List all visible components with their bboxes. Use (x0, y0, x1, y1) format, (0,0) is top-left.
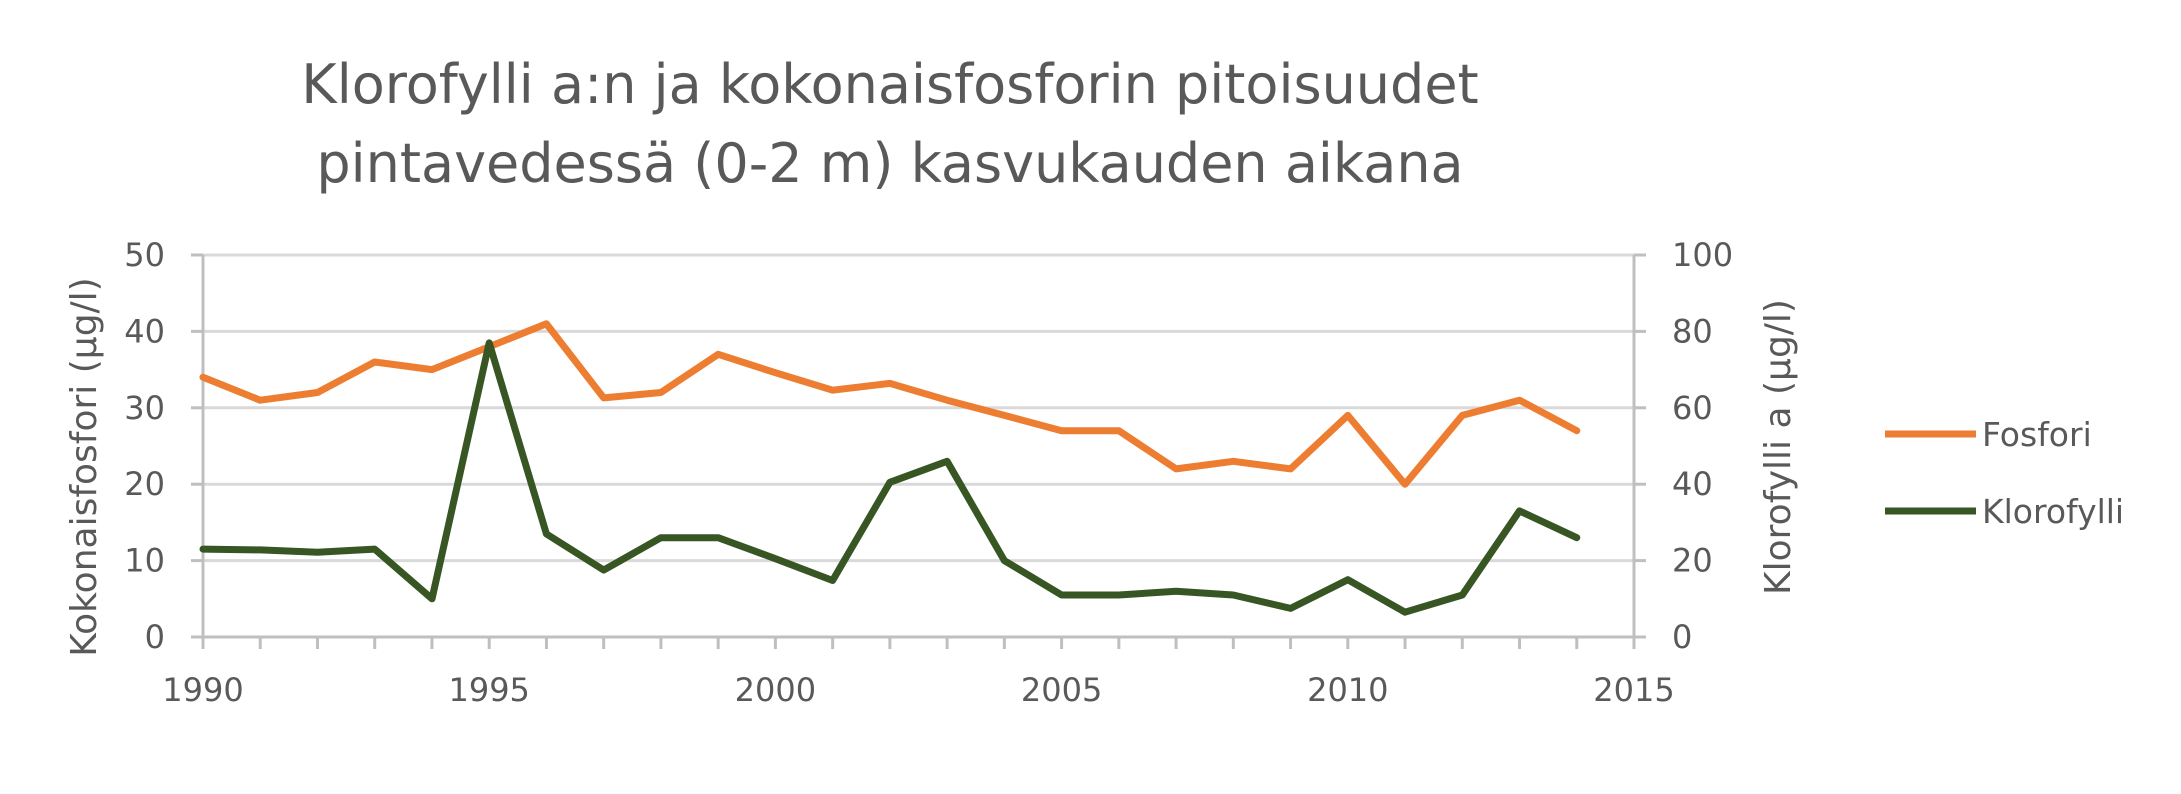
x-tick-label: 1995 (448, 671, 529, 709)
x-tick-label: 2015 (1593, 671, 1674, 709)
x-tick-label: 2000 (735, 671, 816, 709)
series (199, 320, 1581, 616)
legend: Fosfori Klorofylli (1885, 415, 2124, 531)
y-tick-label-left: 30 (124, 389, 165, 427)
y-tick-label-right: 100 (1672, 236, 1733, 274)
y-tick-label-left: 20 (124, 465, 165, 503)
series-line-fosfori (199, 320, 1581, 488)
tick-labels: 0 10 20 30 40 50 0 20 40 60 80 100 1990 1995 2000 2005 2… (124, 236, 1733, 709)
y-axis-label-left: Kokonaisfosfori (µg/l) (64, 277, 105, 656)
y-tick-label-right: 80 (1672, 312, 1713, 350)
series-line-klorofylli (199, 339, 1581, 616)
y-tick-label-right: 60 (1672, 389, 1713, 427)
y-tick-label-right: 0 (1672, 618, 1692, 656)
y-tick-label-right: 20 (1672, 542, 1713, 580)
chart-title-line-1: Klorofylli a:n ja kokonaisfosforin pitoi… (301, 53, 1478, 116)
x-tick-label: 2010 (1307, 671, 1388, 709)
chart-title-line-2: pintavedessä (0-2 m) kasvukauden aikana (316, 132, 1463, 195)
gridlines (203, 253, 1634, 563)
y-tick-label-right: 40 (1672, 465, 1713, 503)
y-tick-label-left: 0 (145, 618, 165, 656)
axes (191, 253, 1646, 649)
legend-label-fosfori: Fosfori (1982, 415, 2092, 454)
y-tick-label-left: 40 (124, 312, 165, 350)
legend-label-klorofylli: Klorofylli (1982, 492, 2124, 531)
y-axis-label-right: Klorofylli a (µg/l) (1758, 299, 1799, 595)
y-tick-label-left: 10 (124, 542, 165, 580)
x-tick-label: 1990 (162, 671, 243, 709)
x-tick-label: 2005 (1021, 671, 1102, 709)
y-tick-label-left: 50 (124, 236, 165, 274)
